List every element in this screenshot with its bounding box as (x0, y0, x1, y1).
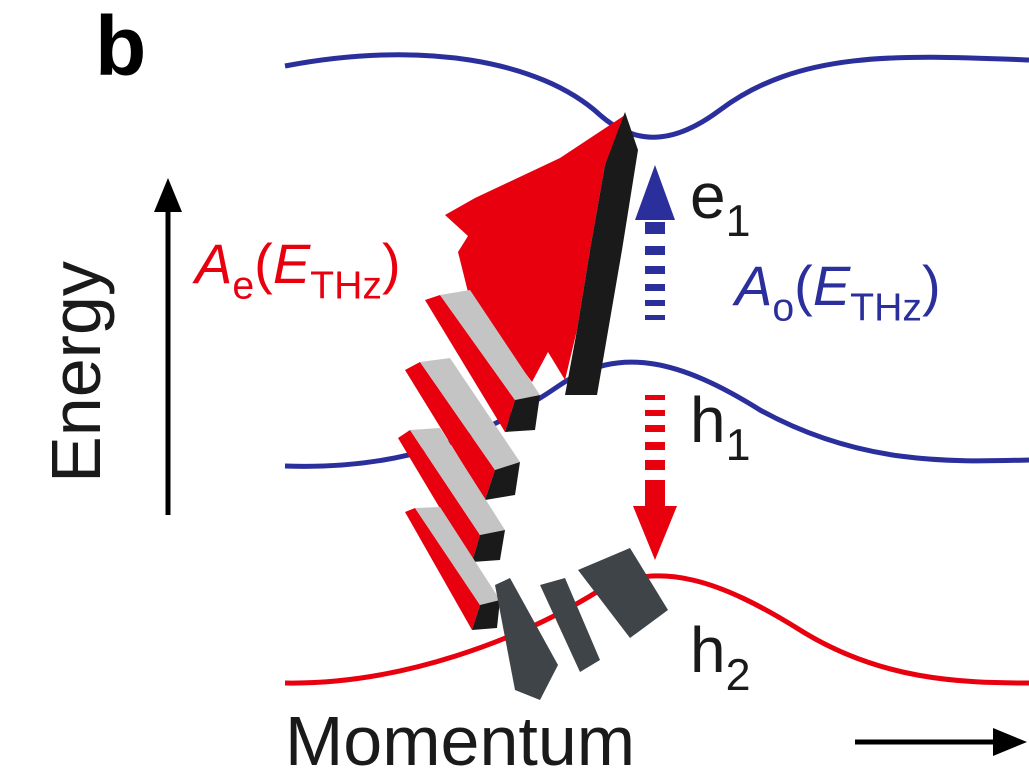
label-part: E (813, 254, 851, 317)
band-h2 (285, 576, 1029, 683)
label-part: o (772, 287, 794, 330)
label-part: h (690, 614, 726, 686)
label-ao: Ao(ETHz) (732, 254, 941, 330)
label-part: 1 (726, 196, 751, 246)
band-e1 (285, 55, 1029, 137)
energy-label: Energy (37, 261, 115, 483)
label-part: 2 (726, 650, 751, 700)
label-part: E (273, 232, 311, 295)
label-part: e (690, 160, 726, 232)
momentum-label: Momentum (285, 702, 635, 773)
label-part: ( (794, 254, 813, 317)
label-part: 1 (726, 420, 751, 470)
label-part: e (232, 265, 254, 308)
energy-arrowhead (154, 178, 182, 212)
label-h2: h2 (690, 614, 751, 700)
momentum-arrowhead (993, 728, 1027, 756)
label-ae: Ae(ETHz) (192, 232, 401, 308)
label-part: ( (254, 232, 273, 295)
label-e1: e1 (690, 160, 751, 246)
label-part: THz (310, 265, 382, 308)
figure: b (0, 0, 1029, 773)
label-part: ) (382, 232, 401, 295)
label-part: THz (850, 287, 922, 330)
blue-transition-arrow (635, 165, 675, 320)
label-part: A (192, 232, 232, 295)
label-part: A (732, 254, 772, 317)
red-transition-arrow (633, 395, 677, 560)
label-part: ) (922, 254, 941, 317)
label-part: h (690, 384, 726, 456)
panel-label: b (95, 0, 146, 93)
